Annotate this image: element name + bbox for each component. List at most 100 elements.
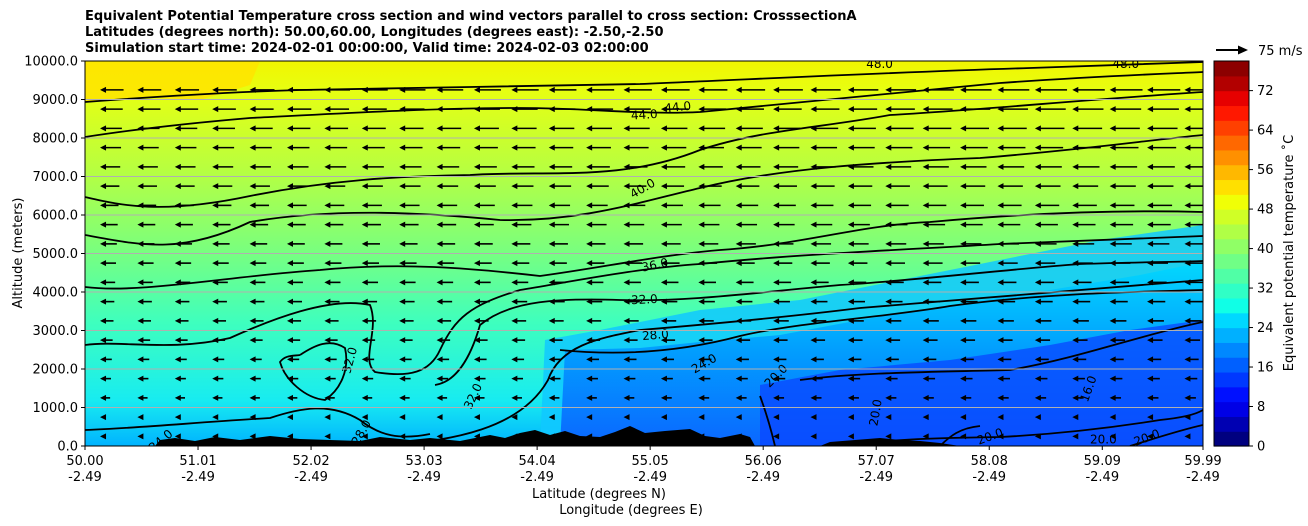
wind-vector-head [1184, 317, 1191, 324]
wind-vector-head [586, 163, 593, 170]
wind-vector-head [1072, 298, 1079, 305]
colorbar-tick-label: 24 [1257, 321, 1274, 336]
wind-vector-head [100, 86, 107, 93]
wind-vector-head [960, 375, 967, 382]
wind-vector-head [399, 106, 406, 113]
wind-vector-head [324, 279, 331, 286]
wind-vector-head [735, 183, 742, 190]
wind-vector-head [1184, 202, 1191, 209]
wind-vector-head [286, 375, 293, 382]
wind-vector-head [586, 125, 593, 132]
wind-vector-head [548, 260, 555, 267]
wind-vector-head [324, 356, 331, 363]
wind-vector-head [1072, 260, 1079, 267]
wind-vector-head [1109, 337, 1116, 344]
wind-vector-head [623, 163, 630, 170]
wind-vector-head [361, 86, 368, 93]
wind-vector-head [698, 144, 705, 151]
wind-vector-head [1147, 86, 1154, 93]
wind-vector-head [960, 163, 967, 170]
wind-vector-head [174, 317, 181, 324]
wind-vector-head [1184, 125, 1191, 132]
contour-line [85, 210, 1203, 290]
wind-vector-head [511, 202, 518, 209]
wind-vector-head [286, 86, 293, 93]
wind-vector-head [847, 317, 854, 324]
wind-vector-head [399, 221, 406, 228]
wind-vector-head [735, 163, 742, 170]
wind-vector-head [997, 317, 1004, 324]
x-tick-label-lat: 57.07 [858, 454, 895, 469]
wind-vector-head [511, 298, 518, 305]
wind-vector-head [399, 356, 406, 363]
wind-vector-head [100, 240, 107, 247]
wind-vector-head [623, 86, 630, 93]
wind-vector-head [810, 356, 817, 363]
wind-vector-head [1109, 221, 1116, 228]
contour-line [939, 425, 981, 446]
wind-vector-head [1034, 337, 1041, 344]
x-tick-label-lon: -2.49 [1186, 470, 1220, 485]
wind-vector-head [100, 375, 107, 382]
wind-vector-head [1072, 202, 1079, 209]
wind-vector-head [1034, 433, 1041, 440]
colorbar-segment [1214, 223, 1249, 240]
x-tick-label-lon: -2.49 [746, 470, 780, 485]
terrain [155, 426, 960, 446]
wind-vector-head [997, 337, 1004, 344]
wind-vector-head [885, 433, 892, 440]
wind-vector-head [1147, 356, 1154, 363]
wind-vector-head [1034, 144, 1041, 151]
wind-vector-head [511, 221, 518, 228]
colorbar-tick-label: 40 [1257, 242, 1274, 257]
wind-vector-head [548, 240, 555, 247]
y-tick-label: 3000.0 [33, 324, 79, 339]
wind-vector-head [324, 337, 331, 344]
contour-label: 28.0 [641, 327, 669, 343]
wind-vector-head [137, 260, 144, 267]
colorbar-segment [1214, 386, 1249, 403]
wind-vector-head [660, 433, 667, 440]
wind-vector-head [436, 414, 443, 421]
x-axis-label-longitude: Longitude (degrees E) [559, 503, 703, 518]
wind-vector-head [660, 163, 667, 170]
wind-vector-head [100, 298, 107, 305]
wind-vector-head [1109, 260, 1116, 267]
wind-vector-head [361, 260, 368, 267]
wind-vector-head [436, 317, 443, 324]
wind-vector-head [399, 144, 406, 151]
contour-label: 36.0 [640, 255, 669, 274]
wind-vector-head [324, 86, 331, 93]
wind-vector-head [960, 337, 967, 344]
wind-vector-head [997, 125, 1004, 132]
wind-vector-head [286, 106, 293, 113]
wind-vector-head [847, 86, 854, 93]
wind-vector-head [286, 125, 293, 132]
wind-vector-head [810, 240, 817, 247]
wind-vector-head [810, 414, 817, 421]
wind-vector-head [511, 317, 518, 324]
wind-vector-head [586, 414, 593, 421]
wind-vector-head [100, 433, 107, 440]
wind-vector-head [324, 144, 331, 151]
wind-vector-head [1072, 86, 1079, 93]
colorbar-segment [1214, 75, 1249, 92]
wind-vector-head [847, 125, 854, 132]
wind-vector-head [960, 298, 967, 305]
wind-vector-head [399, 298, 406, 305]
wind-vector-head [922, 260, 929, 267]
wind-vector-head [698, 86, 705, 93]
wind-vector-head [100, 317, 107, 324]
wind-vector-head [660, 317, 667, 324]
wind-vector-head [660, 375, 667, 382]
wind-vector-head [997, 221, 1004, 228]
wind-vector-head [1147, 144, 1154, 151]
wind-vector-head [1034, 279, 1041, 286]
wind-vector-head [286, 317, 293, 324]
wind-vector-head [1034, 106, 1041, 113]
wind-vector-head [548, 394, 555, 401]
wind-vector-head [623, 106, 630, 113]
colorbar-segment [1214, 342, 1249, 358]
wind-vector-head [1034, 298, 1041, 305]
wind-vector-head [698, 433, 705, 440]
